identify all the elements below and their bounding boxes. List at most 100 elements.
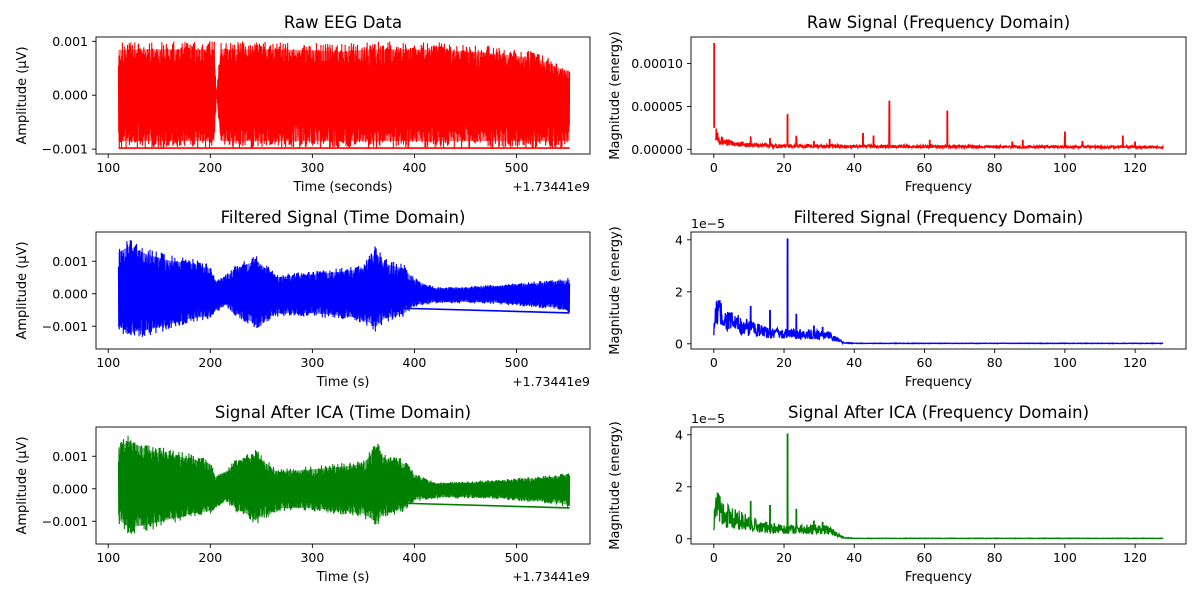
y-tick-label: 0.000: [52, 481, 88, 496]
subplot-title: Raw Signal (Frequency Domain): [807, 13, 1070, 32]
y-tick-label: 0.000: [52, 88, 88, 103]
x-tick-label: 300: [300, 550, 324, 565]
subplot-5: 100 200 300 400 500 −0.001 0.000 0.001 Signal Af…: [15, 403, 591, 585]
y-tick-label: 0.001: [52, 34, 88, 49]
signal-envelope: [118, 441, 570, 528]
y-axis-label: Amplitude (µV): [15, 46, 30, 144]
subplot-6: 0 20 40 60 80 100 120 0 2 4 Signal After ICA (Freq…: [608, 403, 1187, 585]
x-tick-label: 500: [505, 355, 529, 370]
signal-envelope: [118, 246, 570, 333]
plot-area: [713, 238, 1164, 346]
x-tick-label: 0: [710, 160, 718, 175]
axes-frame: [95, 426, 591, 545]
subplot-title: Filtered Signal (Time Domain): [221, 208, 466, 227]
x-tick-label: 20: [776, 550, 792, 565]
x-tick-label: 80: [987, 550, 1003, 565]
y-tick-label: 0: [675, 336, 683, 351]
x-offset-label: +1.73441e9: [512, 569, 590, 584]
x-tick-label: 120: [1123, 550, 1147, 565]
y-offset-label: 1e−5: [691, 411, 725, 426]
y-tick-label: 2: [675, 479, 683, 494]
x-tick-label: 0: [710, 550, 718, 565]
x-tick-label: 500: [505, 160, 529, 175]
x-tick-label: 400: [403, 550, 427, 565]
x-tick-label: 40: [846, 550, 862, 565]
y-tick-label: −0.001: [42, 514, 88, 529]
x-tick-label: 300: [300, 355, 324, 370]
y-axis-label: Magnitude (energy): [608, 31, 623, 159]
x-axis-label: Time (seconds): [292, 180, 392, 195]
y-tick-label: 0.001: [52, 254, 88, 269]
x-tick-label: 400: [403, 160, 427, 175]
x-tick-label: 200: [198, 550, 222, 565]
y-tick-label: 4: [675, 232, 683, 247]
x-tick-label: 200: [198, 355, 222, 370]
x-tick-label: 500: [505, 550, 529, 565]
subplot-title: Raw EEG Data: [284, 13, 402, 32]
subplot-2: 0 20 40 60 80 100 120 0.00000 0.00005 0.00010 Raw …: [608, 13, 1187, 195]
signal-envelope: [118, 49, 570, 142]
plot-area: [713, 433, 1164, 540]
x-axis-label: Frequency: [905, 180, 972, 195]
x-tick-label: 400: [403, 355, 427, 370]
x-tick-label: 200: [198, 160, 222, 175]
x-tick-label: 100: [1053, 160, 1077, 175]
x-tick-label: 100: [1053, 550, 1077, 565]
subplot-title: Filtered Signal (Frequency Domain): [794, 208, 1084, 227]
x-tick-label: 20: [776, 160, 792, 175]
x-tick-label: 60: [917, 550, 933, 565]
axes-frame: [690, 426, 1187, 545]
subplot-title: Signal After ICA (Frequency Domain): [788, 403, 1089, 422]
x-tick-label: 80: [987, 160, 1003, 175]
y-axis-label: Magnitude (energy): [608, 421, 623, 549]
y-tick-label: 2: [675, 284, 683, 299]
x-tick-label: 120: [1123, 355, 1147, 370]
x-tick-label: 100: [1053, 355, 1077, 370]
x-offset-label: +1.73441e9: [512, 179, 590, 194]
x-tick-label: 100: [96, 550, 120, 565]
x-tick-label: 60: [917, 160, 933, 175]
y-axis-label: Magnitude (energy): [608, 226, 623, 354]
x-tick-label: 20: [776, 355, 792, 370]
x-axis-label: Frequency: [905, 375, 972, 390]
x-axis-label: Frequency: [905, 570, 972, 585]
x-tick-label: 80: [987, 355, 1003, 370]
x-tick-label: 100: [96, 355, 120, 370]
plot-area: [117, 240, 571, 337]
spectrum-trace: [713, 433, 1164, 540]
y-offset-label: 1e−5: [691, 216, 725, 231]
subplot-4: 0 20 40 60 80 100 120 0 2 4 Filtered Signal (Frequ…: [608, 208, 1187, 390]
y-axis-label: Amplitude (µV): [15, 436, 30, 534]
x-tick-label: 40: [846, 355, 862, 370]
y-tick-label: −0.001: [42, 142, 88, 157]
x-axis-label: Time (s): [316, 375, 370, 390]
y-tick-label: 0.001: [52, 449, 88, 464]
x-tick-label: 0: [710, 355, 718, 370]
subplot-3: 100 200 300 400 500 −0.001 0.000 0.001 Filtered …: [15, 208, 591, 390]
spectrum-trace: [714, 100, 1164, 151]
plot-area: [713, 43, 1164, 151]
y-tick-label: 0.00010: [631, 56, 683, 71]
plot-area: [117, 435, 571, 534]
x-tick-label: 100: [96, 160, 120, 175]
x-tick-label: 300: [300, 160, 324, 175]
baseline-trace: [118, 494, 570, 509]
subplot-title: Signal After ICA (Time Domain): [215, 403, 471, 422]
y-tick-label: 0.00005: [631, 99, 683, 114]
axes-frame: [95, 231, 591, 350]
x-axis-label: Time (s): [316, 570, 370, 585]
axes-frame: [690, 36, 1187, 155]
baseline-trace: [118, 299, 570, 314]
y-tick-label: 0: [675, 531, 683, 546]
spectrum-trace: [713, 238, 1164, 346]
x-tick-label: 40: [846, 160, 862, 175]
subplot-1: 100 200 300 400 500 −0.001 0.000 0.001 Raw EEG D…: [15, 13, 591, 195]
y-tick-label: −0.001: [42, 319, 88, 334]
y-axis-label: Amplitude (µV): [15, 241, 30, 339]
y-tick-label: 4: [675, 427, 683, 442]
y-tick-label: 0.00000: [631, 142, 683, 157]
x-tick-label: 120: [1123, 160, 1147, 175]
y-tick-label: 0.000: [52, 286, 88, 301]
plot-area: [117, 41, 571, 149]
